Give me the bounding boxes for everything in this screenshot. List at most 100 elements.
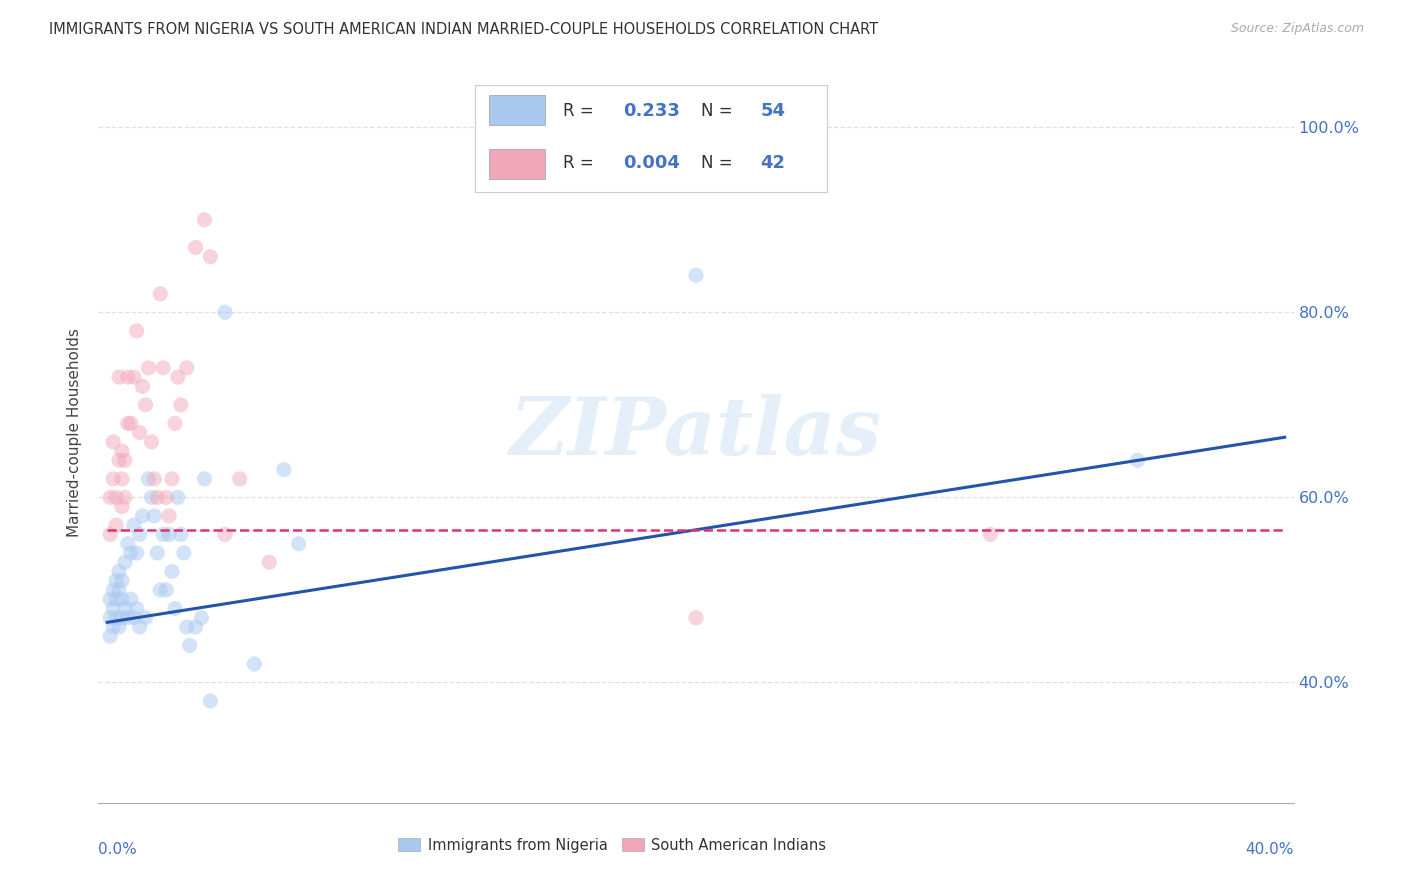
Point (98, 527, 121, 541)
Point (141, 434, 163, 449)
Point (105, 518, 128, 533)
Point (193, 472, 215, 486)
Point (143, 472, 166, 486)
Point (146, 491, 169, 505)
Point (200, 250, 222, 264)
Point (152, 527, 174, 541)
Point (111, 444, 134, 458)
Point (155, 491, 177, 505)
Point (184, 240, 207, 255)
Point (176, 620, 198, 634)
Point (143, 508, 166, 523)
Point (114, 601, 136, 615)
Point (111, 592, 134, 607)
Text: 40.0%: 40.0% (1246, 842, 1294, 856)
Point (257, 555, 280, 569)
Point (114, 453, 136, 467)
Point (160, 472, 183, 486)
Point (184, 620, 207, 634)
Point (157, 508, 180, 523)
Point (128, 620, 150, 634)
Point (101, 582, 124, 597)
Point (98, 611, 121, 625)
Point (193, 212, 215, 227)
Point (111, 500, 134, 514)
Text: IMMIGRANTS FROM NIGERIA VS SOUTH AMERICAN INDIAN MARRIED-COUPLE HOUSEHOLDS CORRE: IMMIGRANTS FROM NIGERIA VS SOUTH AMERICA… (49, 22, 879, 37)
Point (128, 527, 150, 541)
Point (167, 370, 190, 384)
Point (111, 574, 134, 588)
Point (122, 518, 145, 533)
Point (685, 611, 707, 625)
Point (108, 620, 131, 634)
Point (105, 611, 128, 625)
Point (167, 491, 190, 505)
Point (98, 491, 121, 505)
Point (125, 546, 148, 560)
Point (273, 462, 295, 476)
Point (157, 527, 180, 541)
Point (105, 491, 128, 505)
Point (120, 592, 142, 607)
Point (134, 611, 156, 625)
Point (155, 582, 177, 597)
Point (111, 611, 134, 625)
Point (98, 629, 121, 643)
Point (108, 565, 131, 579)
Point (979, 527, 1001, 541)
Point (101, 620, 124, 634)
Point (179, 639, 201, 653)
Point (200, 694, 222, 708)
Point (101, 434, 124, 449)
Point (122, 611, 145, 625)
Point (228, 472, 250, 486)
Point (105, 592, 128, 607)
Point (176, 360, 198, 375)
Point (170, 527, 193, 541)
Point (138, 360, 160, 375)
Point (114, 491, 136, 505)
Text: ZIPatlas: ZIPatlas (510, 394, 882, 471)
Point (190, 611, 212, 625)
Point (101, 601, 124, 615)
Point (122, 370, 145, 384)
Point (152, 360, 174, 375)
Point (163, 417, 186, 431)
Point (138, 472, 160, 486)
Point (160, 565, 183, 579)
Point (131, 379, 153, 393)
Point (125, 601, 148, 615)
Point (134, 398, 156, 412)
Point (163, 601, 186, 615)
Point (117, 611, 139, 625)
Point (149, 286, 172, 301)
Point (117, 370, 139, 384)
Text: 0.0%: 0.0% (98, 842, 138, 856)
Point (111, 472, 134, 486)
Point (214, 305, 236, 319)
Point (287, 536, 309, 550)
Point (128, 425, 150, 440)
Text: Source: ZipAtlas.com: Source: ZipAtlas.com (1230, 22, 1364, 36)
Point (120, 546, 142, 560)
Point (1126, 453, 1149, 467)
Point (125, 324, 148, 338)
Point (98, 592, 121, 607)
Point (149, 582, 172, 597)
Point (108, 582, 131, 597)
Legend: Immigrants from Nigeria, South American Indians: Immigrants from Nigeria, South American … (392, 831, 832, 858)
Point (214, 527, 236, 541)
Point (114, 555, 136, 569)
Point (108, 370, 131, 384)
Point (146, 546, 169, 560)
Point (685, 268, 707, 283)
Point (173, 546, 195, 560)
Point (117, 417, 139, 431)
Point (117, 536, 139, 550)
Point (120, 417, 142, 431)
Point (105, 574, 128, 588)
Point (170, 398, 193, 412)
Point (108, 453, 131, 467)
Point (131, 508, 153, 523)
Point (243, 657, 266, 671)
